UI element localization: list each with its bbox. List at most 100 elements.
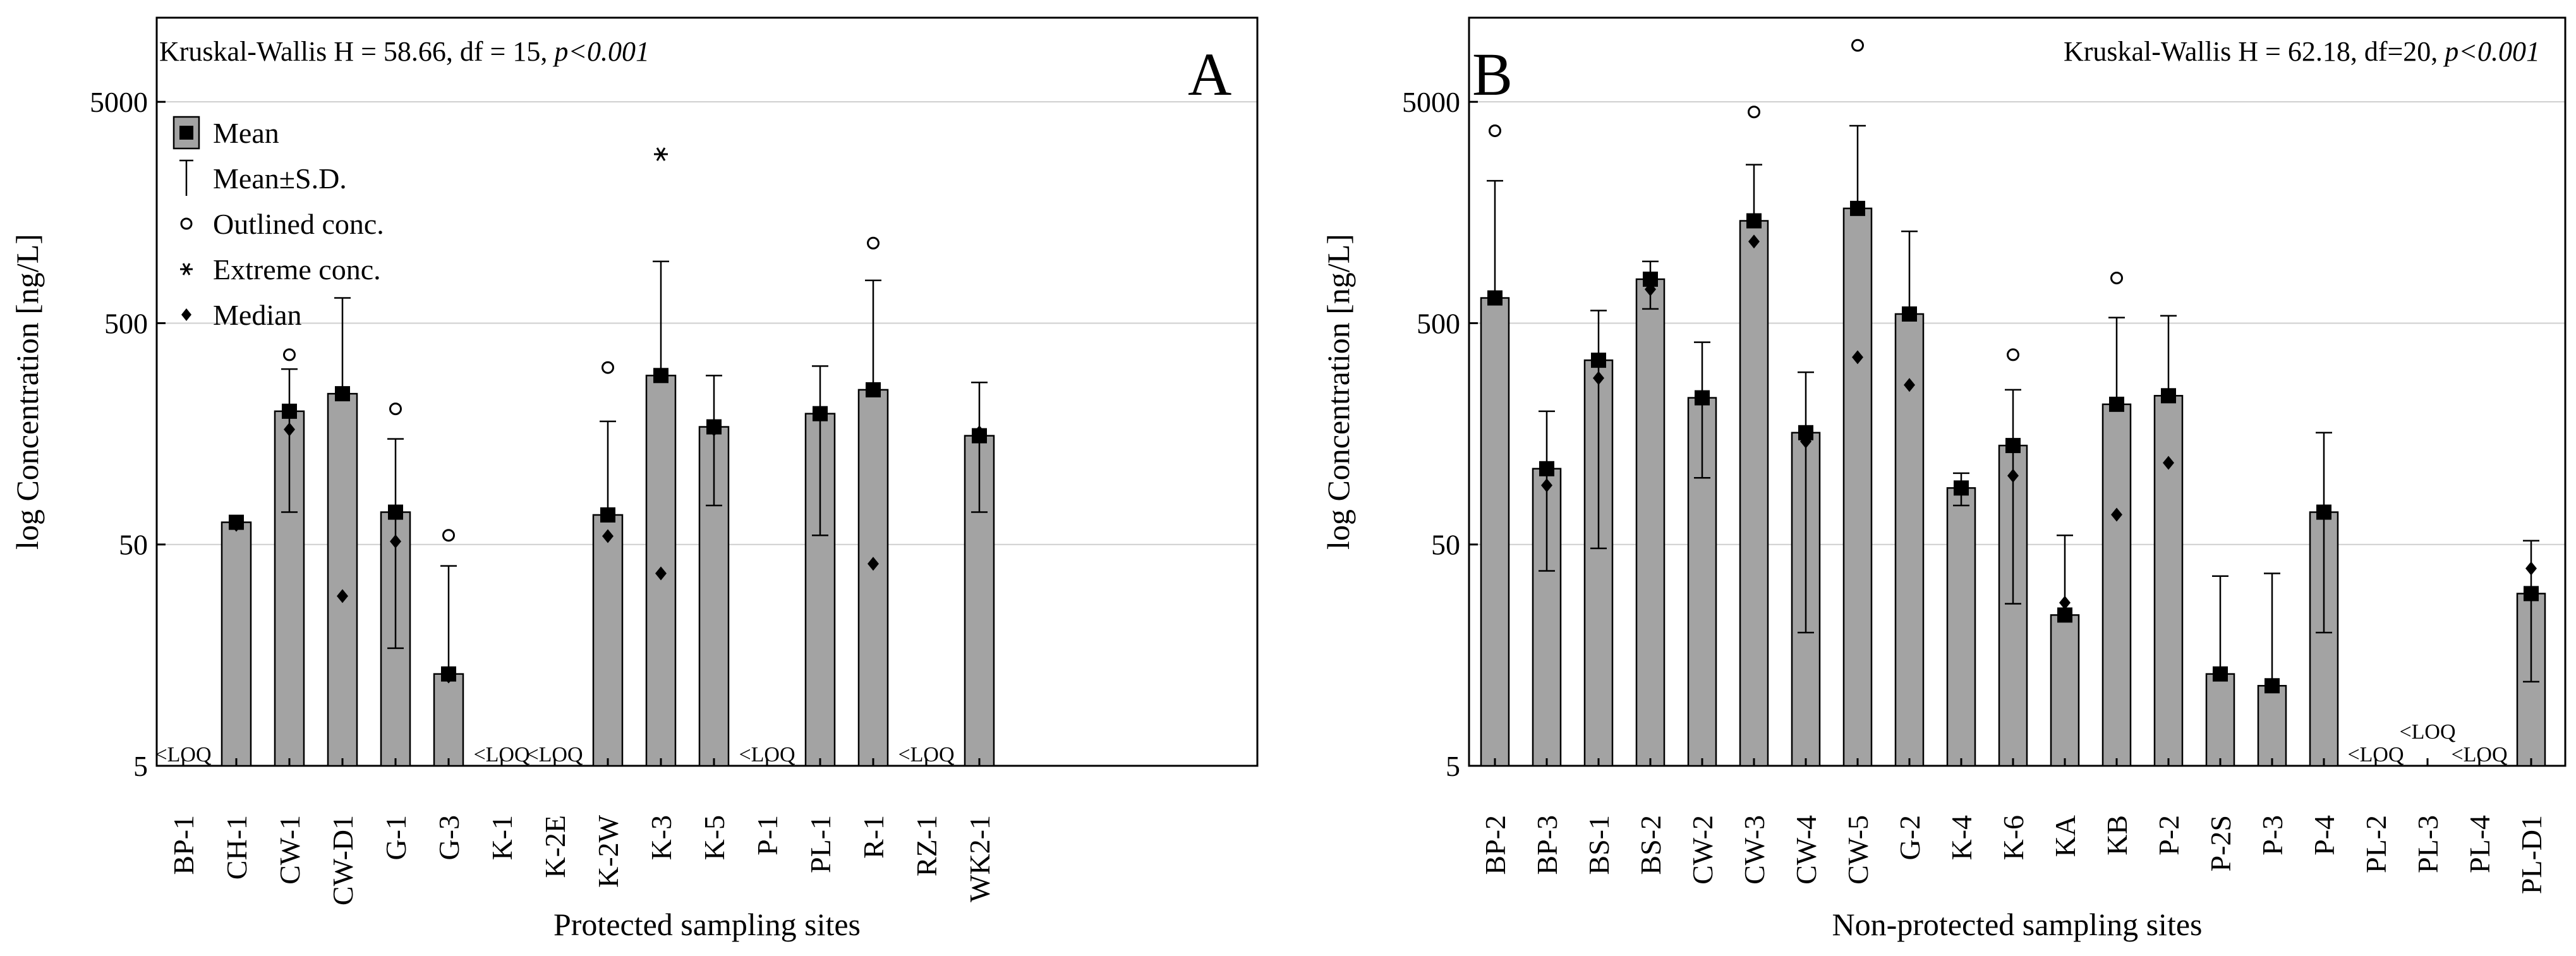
b-y-tick-label: 5000 bbox=[1402, 86, 1460, 118]
b-mean-marker bbox=[1746, 213, 1762, 229]
a-bar bbox=[857, 389, 889, 767]
a-category-label: K-3 bbox=[645, 815, 677, 861]
b-bar bbox=[1635, 278, 1666, 767]
panel-b-y-axis-title: log Concentration [ng/L] bbox=[1321, 234, 1356, 550]
b-y-tick-label: 500 bbox=[1417, 307, 1460, 339]
b-category-label: P-4 bbox=[2308, 815, 2340, 856]
a-y-tick-label: 50 bbox=[119, 529, 148, 561]
a-category-label: K-1 bbox=[486, 815, 518, 861]
a-y-tick-label: 5 bbox=[133, 750, 148, 782]
b-mean-marker bbox=[2005, 438, 2021, 454]
b-bar bbox=[1480, 297, 1510, 767]
a-category-label: K-2W bbox=[592, 814, 624, 888]
a-mean-marker bbox=[600, 507, 615, 523]
b-category-label: BS-1 bbox=[1583, 815, 1615, 875]
a-mean-marker bbox=[653, 368, 668, 384]
a-category-label: G-1 bbox=[380, 815, 412, 861]
b-category-label: KA bbox=[2049, 815, 2081, 857]
a-outlier-marker bbox=[389, 402, 402, 416]
panel-a-stat-prefix: Kruskal-Wallis H = 58.66, df = 15, bbox=[159, 36, 554, 67]
b-bar bbox=[1842, 207, 1873, 767]
b-mean-marker bbox=[2316, 504, 2331, 520]
a-median-marker bbox=[974, 425, 985, 440]
b-mean-marker bbox=[1902, 306, 1917, 322]
a-bar bbox=[327, 392, 358, 767]
a-extreme-marker bbox=[654, 147, 668, 161]
panel-b-x-axis-title: Non-protected sampling sites bbox=[1832, 907, 2203, 942]
b-category-label: BP-2 bbox=[1479, 815, 1511, 875]
legend-label: Median bbox=[213, 299, 302, 331]
a-category-label: PL-1 bbox=[804, 815, 837, 873]
legend-item-mean-box: Mean bbox=[172, 116, 279, 150]
a-bar bbox=[433, 673, 464, 767]
b-outlier-marker bbox=[2110, 271, 2123, 284]
b-bar bbox=[2257, 685, 2287, 767]
b-mean-marker bbox=[1591, 353, 1606, 368]
b-median-marker bbox=[1904, 378, 1915, 392]
legend-item-asterisk: Extreme conc. bbox=[180, 253, 381, 286]
panel-b-letter: B bbox=[1472, 40, 1513, 108]
a-median-marker bbox=[284, 422, 295, 437]
b-bar bbox=[1946, 487, 1976, 767]
a-mean-marker bbox=[866, 382, 881, 397]
a-median-marker bbox=[390, 534, 401, 548]
b-category-label: K-4 bbox=[1945, 815, 1978, 861]
a-median-marker bbox=[602, 529, 614, 543]
a-category-label: P-1 bbox=[751, 815, 783, 856]
legend-label: Mean bbox=[213, 117, 279, 149]
a-category-label: R-1 bbox=[857, 815, 890, 859]
b-mean-marker bbox=[1487, 290, 1503, 306]
b-loq-label: <LOQ bbox=[2399, 720, 2455, 744]
b-median-marker bbox=[2163, 456, 2174, 470]
b-category-label: G-2 bbox=[1894, 815, 1926, 861]
b-bar bbox=[1739, 220, 1769, 767]
b-mean-marker bbox=[2161, 388, 2176, 404]
a-outlier-marker bbox=[442, 529, 455, 542]
b-outlier-marker bbox=[1489, 124, 1501, 137]
b-median-marker bbox=[1541, 478, 1552, 493]
legend-label: Extreme conc. bbox=[213, 253, 381, 286]
b-category-label: PL-4 bbox=[2464, 815, 2496, 873]
b-bar bbox=[2205, 673, 2235, 767]
b-outlier-marker bbox=[1851, 39, 1864, 52]
panel-a-stat-text: Kruskal-Wallis H = 58.66, df = 15, p<0.0… bbox=[159, 36, 650, 67]
b-category-label: P-3 bbox=[2256, 815, 2289, 856]
a-category-label: RZ-1 bbox=[910, 815, 943, 876]
b-category-label: BS-2 bbox=[1635, 815, 1667, 875]
a-median-marker bbox=[443, 669, 454, 684]
b-median-marker bbox=[2111, 507, 2122, 522]
a-outlier-marker bbox=[602, 361, 614, 374]
b-category-label: CW-4 bbox=[1790, 815, 1822, 885]
panel-a-x-axis-title: Protected sampling sites bbox=[553, 907, 861, 942]
a-median-marker bbox=[708, 422, 720, 437]
b-category-label: CW-5 bbox=[1842, 815, 1874, 885]
b-median-marker bbox=[1800, 434, 1811, 449]
panel-a-stat-p: p<0.001 bbox=[552, 36, 650, 67]
b-y-tick-label: 50 bbox=[1431, 529, 1460, 561]
b-median-marker bbox=[1748, 234, 1760, 249]
b-median-marker bbox=[1593, 371, 1604, 385]
b-median-marker bbox=[2059, 595, 2071, 610]
b-y-tick-label: 5 bbox=[1446, 750, 1460, 782]
a-mean-marker bbox=[335, 386, 350, 402]
b-category-label: KB bbox=[2101, 815, 2133, 856]
b-category-label: P-2 bbox=[2153, 815, 2185, 856]
a-median-marker bbox=[337, 589, 348, 603]
a-category-label: K-5 bbox=[698, 815, 730, 861]
a-y-tick-label: 500 bbox=[104, 307, 148, 339]
a-category-label: WK2-1 bbox=[964, 815, 996, 902]
b-category-label: CW-3 bbox=[1738, 815, 1770, 885]
b-category-label: PL-3 bbox=[2412, 815, 2444, 873]
legend-label: Mean±S.D. bbox=[213, 162, 347, 195]
a-category-label: G-3 bbox=[433, 815, 465, 861]
b-median-marker bbox=[2525, 561, 2537, 576]
a-outlier-marker bbox=[283, 348, 296, 361]
a-median-marker bbox=[231, 517, 242, 532]
panel-a-letter: A bbox=[1188, 40, 1231, 108]
b-category-label: PL-2 bbox=[2360, 815, 2392, 873]
b-category-label: CW-2 bbox=[1686, 815, 1719, 885]
panel-b-stat-text: Kruskal-Wallis H = 62.18, df=20, p<0.001 bbox=[2064, 36, 2540, 67]
b-mean-marker bbox=[2057, 607, 2072, 623]
